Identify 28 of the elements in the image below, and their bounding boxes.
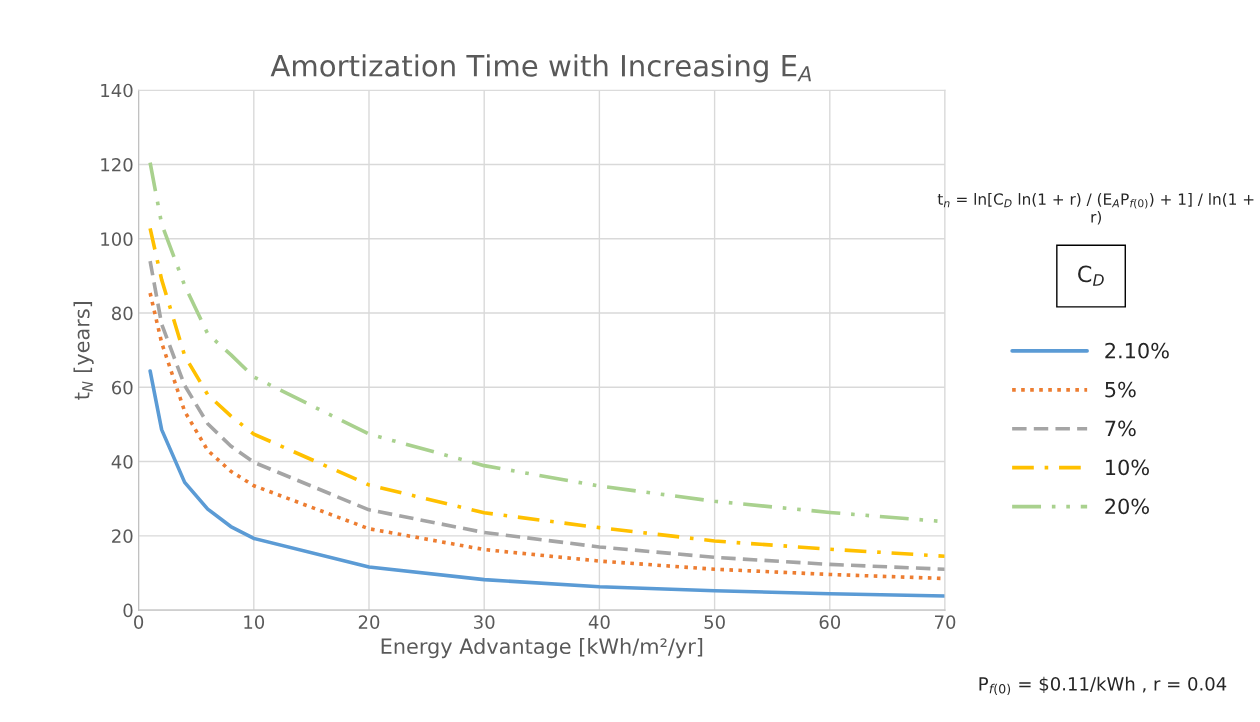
y-tick-label: 140 bbox=[101, 83, 133, 98]
x-tick-label: 40 bbox=[588, 615, 610, 629]
y-tick-label: 60 bbox=[112, 380, 133, 395]
y-tick-label: 100 bbox=[101, 232, 133, 246]
x-tick-label: 50 bbox=[704, 615, 725, 629]
text: t$_{n}$ = ln[C$_{D}$ ln(1 + r) / (E$_{A}$P$_{f(0)}$) + 1] / ln(1 + r) bbox=[937, 193, 1254, 225]
y-axis-title: t$_{N}$ [years] bbox=[73, 302, 94, 400]
legend-label: 5% bbox=[1105, 381, 1136, 398]
text: P$_{f(0)}$ = $0.11/kWh , r = 0.04 bbox=[979, 676, 1227, 696]
legend-label: 10% bbox=[1106, 459, 1149, 476]
legend-label: 2.10% bbox=[1105, 342, 1169, 359]
x-tick-label: 10 bbox=[244, 615, 265, 629]
y-tick-label: 40 bbox=[111, 455, 133, 469]
legend-title: C$_{D}$ bbox=[1078, 265, 1104, 286]
x-tick-label: 70 bbox=[934, 615, 956, 629]
legend-label: 20% bbox=[1105, 498, 1149, 515]
x-tick-label: 20 bbox=[358, 615, 380, 629]
x-tick-label: 60 bbox=[819, 615, 841, 629]
y-tick-label: 120 bbox=[101, 157, 133, 172]
y-tick-label: 80 bbox=[111, 306, 133, 321]
legend-label: 7% bbox=[1105, 420, 1136, 437]
chart-title: Amortization Time with Increasing E$_{A}$ bbox=[270, 54, 811, 83]
x-tick-label: 0 bbox=[134, 615, 144, 629]
y-tick-label: 20 bbox=[112, 529, 133, 543]
y-tick-label: 0 bbox=[123, 603, 133, 618]
x-tick-label: 30 bbox=[474, 615, 495, 629]
x-axis-title: Energy Advantage [kWh/m²/yr] bbox=[381, 637, 703, 659]
line-series bbox=[148, 369, 945, 598]
